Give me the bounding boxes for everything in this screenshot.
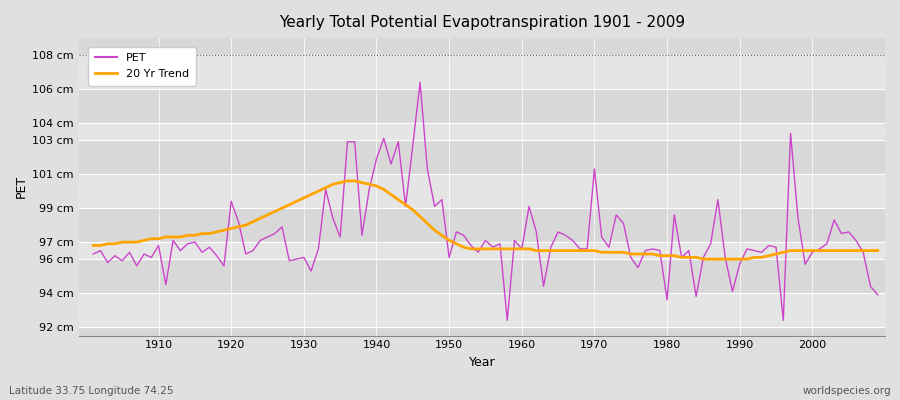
Legend: PET, 20 Yr Trend: PET, 20 Yr Trend	[88, 47, 196, 86]
Bar	[78, 293, 885, 327]
Text: Latitude 33.75 Longitude 74.25: Latitude 33.75 Longitude 74.25	[9, 386, 174, 396]
Title: Yearly Total Potential Evapotranspiration 1901 - 2009: Yearly Total Potential Evapotranspiratio…	[279, 15, 685, 30]
Bar	[78, 242, 885, 259]
Bar	[78, 55, 885, 89]
Y-axis label: PET: PET	[15, 175, 28, 198]
X-axis label: Year: Year	[469, 356, 495, 369]
Bar	[78, 123, 885, 140]
Bar	[78, 174, 885, 208]
Text: worldspecies.org: worldspecies.org	[803, 386, 891, 396]
